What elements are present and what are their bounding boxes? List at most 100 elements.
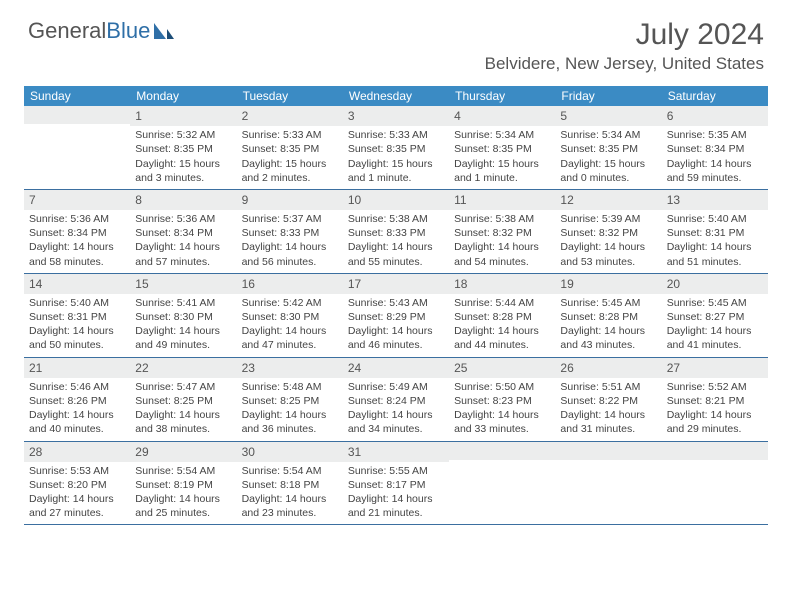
sunset-text: Sunset: 8:28 PM <box>560 310 656 324</box>
sunset-text: Sunset: 8:35 PM <box>454 142 550 156</box>
sunset-text: Sunset: 8:19 PM <box>135 478 231 492</box>
day-body: Sunrise: 5:36 AMSunset: 8:34 PMDaylight:… <box>130 212 236 273</box>
sunrise-text: Sunrise: 5:52 AM <box>667 380 763 394</box>
sunrise-text: Sunrise: 5:39 AM <box>560 212 656 226</box>
sunset-text: Sunset: 8:34 PM <box>29 226 125 240</box>
day-number: 5 <box>555 106 661 126</box>
daylight-text: Daylight: 14 hours and 25 minutes. <box>135 492 231 520</box>
day-body: Sunrise: 5:32 AMSunset: 8:35 PMDaylight:… <box>130 128 236 189</box>
day-number: 24 <box>343 358 449 378</box>
day-cell: 31Sunrise: 5:55 AMSunset: 8:17 PMDayligh… <box>343 442 449 525</box>
day-number: 25 <box>449 358 555 378</box>
sunrise-text: Sunrise: 5:54 AM <box>135 464 231 478</box>
sunrise-text: Sunrise: 5:51 AM <box>560 380 656 394</box>
daylight-text: Daylight: 14 hours and 34 minutes. <box>348 408 444 436</box>
day-number: 29 <box>130 442 236 462</box>
sunrise-text: Sunrise: 5:32 AM <box>135 128 231 142</box>
day-body: Sunrise: 5:54 AMSunset: 8:19 PMDaylight:… <box>130 464 236 525</box>
day-cell: 22Sunrise: 5:47 AMSunset: 8:25 PMDayligh… <box>130 358 236 441</box>
day-body: Sunrise: 5:40 AMSunset: 8:31 PMDaylight:… <box>24 296 130 357</box>
sunrise-text: Sunrise: 5:40 AM <box>29 296 125 310</box>
day-cell <box>555 442 661 525</box>
day-body: Sunrise: 5:41 AMSunset: 8:30 PMDaylight:… <box>130 296 236 357</box>
sunset-text: Sunset: 8:25 PM <box>135 394 231 408</box>
daylight-text: Daylight: 14 hours and 58 minutes. <box>29 240 125 268</box>
day-body: Sunrise: 5:51 AMSunset: 8:22 PMDaylight:… <box>555 380 661 441</box>
sunset-text: Sunset: 8:34 PM <box>135 226 231 240</box>
day-cell: 16Sunrise: 5:42 AMSunset: 8:30 PMDayligh… <box>237 274 343 357</box>
daylight-text: Daylight: 14 hours and 43 minutes. <box>560 324 656 352</box>
sunrise-text: Sunrise: 5:38 AM <box>454 212 550 226</box>
daylight-text: Daylight: 14 hours and 29 minutes. <box>667 408 763 436</box>
day-number: 10 <box>343 190 449 210</box>
day-cell <box>662 442 768 525</box>
week-row: 14Sunrise: 5:40 AMSunset: 8:31 PMDayligh… <box>24 274 768 358</box>
day-cell: 19Sunrise: 5:45 AMSunset: 8:28 PMDayligh… <box>555 274 661 357</box>
day-cell: 23Sunrise: 5:48 AMSunset: 8:25 PMDayligh… <box>237 358 343 441</box>
day-cell: 3Sunrise: 5:33 AMSunset: 8:35 PMDaylight… <box>343 106 449 189</box>
day-number <box>24 106 130 124</box>
weeks-container: 1Sunrise: 5:32 AMSunset: 8:35 PMDaylight… <box>24 106 768 525</box>
day-number <box>555 442 661 460</box>
sunset-text: Sunset: 8:28 PM <box>454 310 550 324</box>
sunset-text: Sunset: 8:34 PM <box>667 142 763 156</box>
daylight-text: Daylight: 14 hours and 44 minutes. <box>454 324 550 352</box>
sunrise-text: Sunrise: 5:35 AM <box>667 128 763 142</box>
weekday-header: Saturday <box>662 86 768 106</box>
day-body: Sunrise: 5:37 AMSunset: 8:33 PMDaylight:… <box>237 212 343 273</box>
sunrise-text: Sunrise: 5:53 AM <box>29 464 125 478</box>
weekday-header: Tuesday <box>237 86 343 106</box>
daylight-text: Daylight: 14 hours and 21 minutes. <box>348 492 444 520</box>
day-number <box>662 442 768 460</box>
day-number: 7 <box>24 190 130 210</box>
day-body: Sunrise: 5:34 AMSunset: 8:35 PMDaylight:… <box>449 128 555 189</box>
sunrise-text: Sunrise: 5:46 AM <box>29 380 125 394</box>
daylight-text: Daylight: 14 hours and 53 minutes. <box>560 240 656 268</box>
daylight-text: Daylight: 14 hours and 59 minutes. <box>667 157 763 185</box>
daylight-text: Daylight: 14 hours and 49 minutes. <box>135 324 231 352</box>
sunrise-text: Sunrise: 5:40 AM <box>667 212 763 226</box>
sunset-text: Sunset: 8:32 PM <box>560 226 656 240</box>
daylight-text: Daylight: 14 hours and 51 minutes. <box>667 240 763 268</box>
weekday-header: Friday <box>555 86 661 106</box>
day-number: 26 <box>555 358 661 378</box>
day-body: Sunrise: 5:50 AMSunset: 8:23 PMDaylight:… <box>449 380 555 441</box>
sunrise-text: Sunrise: 5:33 AM <box>242 128 338 142</box>
sunrise-text: Sunrise: 5:45 AM <box>560 296 656 310</box>
daylight-text: Daylight: 15 hours and 3 minutes. <box>135 157 231 185</box>
day-cell: 1Sunrise: 5:32 AMSunset: 8:35 PMDaylight… <box>130 106 236 189</box>
day-number: 22 <box>130 358 236 378</box>
sunrise-text: Sunrise: 5:48 AM <box>242 380 338 394</box>
day-number: 11 <box>449 190 555 210</box>
day-body: Sunrise: 5:40 AMSunset: 8:31 PMDaylight:… <box>662 212 768 273</box>
sunrise-text: Sunrise: 5:38 AM <box>348 212 444 226</box>
day-cell: 9Sunrise: 5:37 AMSunset: 8:33 PMDaylight… <box>237 190 343 273</box>
sunset-text: Sunset: 8:24 PM <box>348 394 444 408</box>
month-title: July 2024 <box>485 18 764 52</box>
day-body: Sunrise: 5:55 AMSunset: 8:17 PMDaylight:… <box>343 464 449 525</box>
daylight-text: Daylight: 14 hours and 50 minutes. <box>29 324 125 352</box>
sunset-text: Sunset: 8:31 PM <box>667 226 763 240</box>
day-number: 20 <box>662 274 768 294</box>
day-number: 8 <box>130 190 236 210</box>
sunrise-text: Sunrise: 5:41 AM <box>135 296 231 310</box>
sunset-text: Sunset: 8:31 PM <box>29 310 125 324</box>
daylight-text: Daylight: 14 hours and 31 minutes. <box>560 408 656 436</box>
daylight-text: Daylight: 14 hours and 38 minutes. <box>135 408 231 436</box>
sunrise-text: Sunrise: 5:45 AM <box>667 296 763 310</box>
sunset-text: Sunset: 8:23 PM <box>454 394 550 408</box>
sunset-text: Sunset: 8:18 PM <box>242 478 338 492</box>
sunrise-text: Sunrise: 5:37 AM <box>242 212 338 226</box>
sunset-text: Sunset: 8:27 PM <box>667 310 763 324</box>
day-cell: 10Sunrise: 5:38 AMSunset: 8:33 PMDayligh… <box>343 190 449 273</box>
day-number: 18 <box>449 274 555 294</box>
day-cell: 21Sunrise: 5:46 AMSunset: 8:26 PMDayligh… <box>24 358 130 441</box>
day-body: Sunrise: 5:44 AMSunset: 8:28 PMDaylight:… <box>449 296 555 357</box>
day-cell: 28Sunrise: 5:53 AMSunset: 8:20 PMDayligh… <box>24 442 130 525</box>
brand-logo: GeneralBlue <box>28 18 176 44</box>
daylight-text: Daylight: 14 hours and 55 minutes. <box>348 240 444 268</box>
day-body: Sunrise: 5:34 AMSunset: 8:35 PMDaylight:… <box>555 128 661 189</box>
week-row: 28Sunrise: 5:53 AMSunset: 8:20 PMDayligh… <box>24 442 768 526</box>
day-cell: 14Sunrise: 5:40 AMSunset: 8:31 PMDayligh… <box>24 274 130 357</box>
sunrise-text: Sunrise: 5:33 AM <box>348 128 444 142</box>
